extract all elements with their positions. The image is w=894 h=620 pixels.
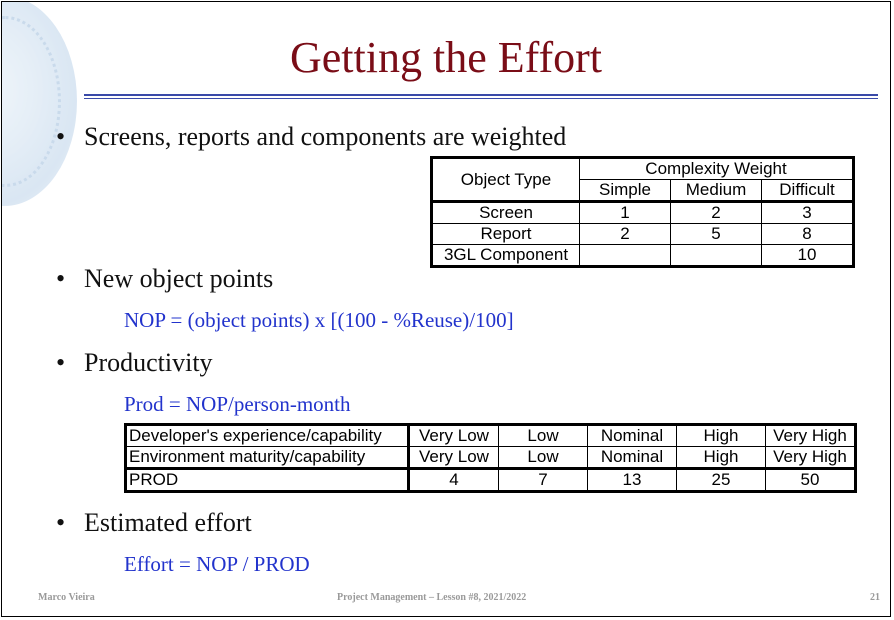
cell: Nominal xyxy=(587,424,677,447)
row-label: Environment maturity/capability xyxy=(125,446,410,469)
row-label: Developer's experience/capability xyxy=(125,424,410,447)
cell: 25 xyxy=(676,467,766,492)
footer-page-number: 21 xyxy=(870,592,880,603)
bullet-text: Screens, reports and components are weig… xyxy=(84,122,567,151)
row-label: Screen xyxy=(431,200,580,224)
header-simple: Simple xyxy=(579,179,671,202)
row-label: 3GL Component xyxy=(431,244,580,267)
cell: 13 xyxy=(587,467,677,492)
cell: Nominal xyxy=(587,446,677,469)
bullet-icon: • xyxy=(56,508,66,537)
cell: 1 xyxy=(579,200,671,224)
productivity-table: Developer's experience/capability Very L… xyxy=(124,423,857,493)
bullet-estimated-effort: • Estimated effort xyxy=(56,508,252,538)
header-difficult: Difficult xyxy=(761,179,854,202)
bullet-productivity: • Productivity xyxy=(56,348,213,378)
bullet-new-object-points: • New object points xyxy=(56,264,273,294)
cell: Low xyxy=(498,424,588,447)
header-complexity-weight: Complexity Weight xyxy=(579,157,854,180)
bullet-text: Estimated effort xyxy=(84,508,252,537)
cell: High xyxy=(676,424,766,447)
row-label: PROD xyxy=(125,467,410,492)
bullet-icon: • xyxy=(56,348,66,377)
bullet-icon: • xyxy=(56,264,66,293)
cell: Very High xyxy=(765,424,856,447)
cell: 5 xyxy=(670,223,762,245)
complexity-weight-table: Object Type Complexity Weight Simple Med… xyxy=(430,156,855,268)
header-object-type: Object Type xyxy=(431,157,580,202)
cell: 3 xyxy=(761,200,854,224)
table-row: 3GL Component 10 xyxy=(431,244,854,267)
effort-formula: Effort = NOP / PROD xyxy=(124,552,310,576)
cell: Very Low xyxy=(408,446,499,469)
slide-title: Getting the Effort xyxy=(290,33,602,82)
cell: High xyxy=(676,446,766,469)
bullet-icon: • xyxy=(56,122,66,151)
row-label: Report xyxy=(431,223,580,245)
cell: 2 xyxy=(579,223,671,245)
table-row: Environment maturity/capability Very Low… xyxy=(125,446,856,469)
cell: 7 xyxy=(498,467,588,492)
table-row: Screen 1 2 3 xyxy=(431,200,854,224)
nop-formula: NOP = (object points) x [(100 - %Reuse)/… xyxy=(124,308,514,332)
title-divider-thin xyxy=(84,98,878,99)
bullet-text: Productivity xyxy=(84,348,213,377)
table-row: PROD 4 7 13 25 50 xyxy=(125,467,856,492)
cell: 2 xyxy=(670,200,762,224)
footer-course: Project Management – Lesson #8, 2021/202… xyxy=(337,592,527,603)
footer-author: Marco Vieira xyxy=(38,592,95,603)
bullet-text: New object points xyxy=(84,264,274,293)
cell: Very High xyxy=(765,446,856,469)
prod-formula: Prod = NOP/person-month xyxy=(124,392,351,416)
cell: 50 xyxy=(765,467,856,492)
cell: Low xyxy=(498,446,588,469)
cell: 8 xyxy=(761,223,854,245)
table-row: Report 2 5 8 xyxy=(431,223,854,245)
cell: 10 xyxy=(761,244,854,267)
bullet-weighted: • Screens, reports and components are wei… xyxy=(56,122,566,152)
cell: Very Low xyxy=(408,424,499,447)
table-row: Developer's experience/capability Very L… xyxy=(125,424,856,447)
title-divider xyxy=(84,94,878,96)
cell: 4 xyxy=(408,467,499,492)
header-medium: Medium xyxy=(670,179,762,202)
cell xyxy=(670,244,762,267)
cell xyxy=(579,244,671,267)
